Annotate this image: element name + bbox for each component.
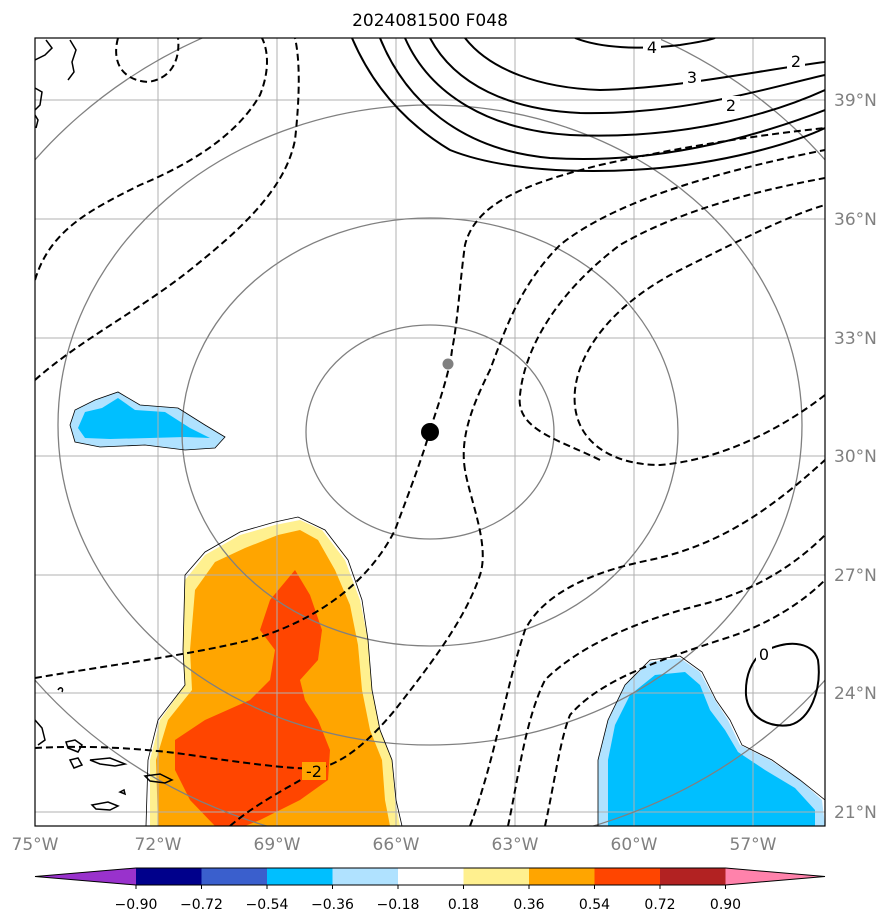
colorbar-segment xyxy=(529,868,595,885)
blue-fill-west xyxy=(78,398,210,439)
negative-contours xyxy=(35,38,825,826)
lon-tick: 60°W xyxy=(611,835,658,855)
contour-label-2-lower: 2 xyxy=(726,96,736,115)
lon-tick: 63°W xyxy=(492,835,539,855)
shading-outlines xyxy=(69,391,825,826)
colorbar-segment xyxy=(267,868,333,885)
lat-tick: 36°N xyxy=(834,210,877,230)
colorbar-segment xyxy=(136,868,202,885)
lon-axis: 75°W 72°W 69°W 66°W 63°W 60°W 57°W xyxy=(12,835,777,855)
colorbar-label: 0.54 xyxy=(579,897,610,913)
lat-tick: 21°N xyxy=(834,803,877,823)
colorbar-label: −0.54 xyxy=(246,897,289,913)
lat-tick: 33°N xyxy=(834,329,877,349)
positive-contours xyxy=(351,38,825,727)
contour-label-neg2: -2 xyxy=(306,762,322,781)
storm-center-marker xyxy=(421,423,439,441)
coastlines xyxy=(35,39,174,811)
contour-label-3: 3 xyxy=(687,68,697,87)
colorbar-label: −0.18 xyxy=(377,897,420,913)
colorbar-label: −0.36 xyxy=(311,897,354,913)
contour-label-0: 0 xyxy=(759,645,769,664)
contour-label-4: 4 xyxy=(647,38,657,57)
colorbar-segment xyxy=(463,868,530,885)
red-orange-fill xyxy=(175,570,330,826)
colorbar-label: 0.72 xyxy=(644,897,675,913)
colorbar-label: 0.90 xyxy=(710,897,741,913)
graticule xyxy=(35,38,825,826)
colorbar-segment xyxy=(594,868,661,885)
lon-tick: 69°W xyxy=(254,835,301,855)
map-frame xyxy=(34,37,826,827)
colorbar-segment xyxy=(660,868,726,885)
lat-axis: 39°N 36°N 33°N 30°N 27°N 24°N 21°N xyxy=(834,91,877,823)
lon-tick: 72°W xyxy=(135,835,182,855)
colorbar-label: 0.18 xyxy=(448,897,479,913)
range-rings xyxy=(35,38,825,826)
lon-tick: 57°W xyxy=(730,835,777,855)
contour-labels: 4 3 2 2 -2 0 xyxy=(302,38,805,781)
lat-tick: 27°N xyxy=(834,566,877,586)
map-plot-area: 4 3 2 2 -2 0 xyxy=(35,38,825,826)
previous-position-marker xyxy=(442,358,454,370)
positive-anomaly-fill xyxy=(150,520,400,826)
lat-tick: 39°N xyxy=(834,91,877,111)
colorbar-extend-max xyxy=(725,868,825,885)
colorbar: −0.90 −0.72 −0.54 −0.36 −0.18 0.18 0.36 0.54 0.7… xyxy=(34,867,826,913)
colorbar-label: 0.36 xyxy=(513,897,544,913)
contour-label-2-top: 2 xyxy=(791,52,801,71)
map-title: 2024081500 F048 xyxy=(352,11,508,31)
colorbar-segment xyxy=(332,868,399,885)
colorbar-segment xyxy=(201,868,268,885)
lat-tick: 30°N xyxy=(834,447,877,467)
colorbar-extend-min xyxy=(35,868,136,885)
negative-anomaly-fill xyxy=(70,392,825,826)
colorbar-label: −0.90 xyxy=(115,897,158,913)
colorbar-label: −0.72 xyxy=(180,897,223,913)
colorbar-segment xyxy=(398,868,464,885)
lon-tick: 75°W xyxy=(12,835,59,855)
lat-tick: 24°N xyxy=(834,684,877,704)
lon-tick: 66°W xyxy=(373,835,420,855)
blue-fill-east xyxy=(608,672,815,826)
